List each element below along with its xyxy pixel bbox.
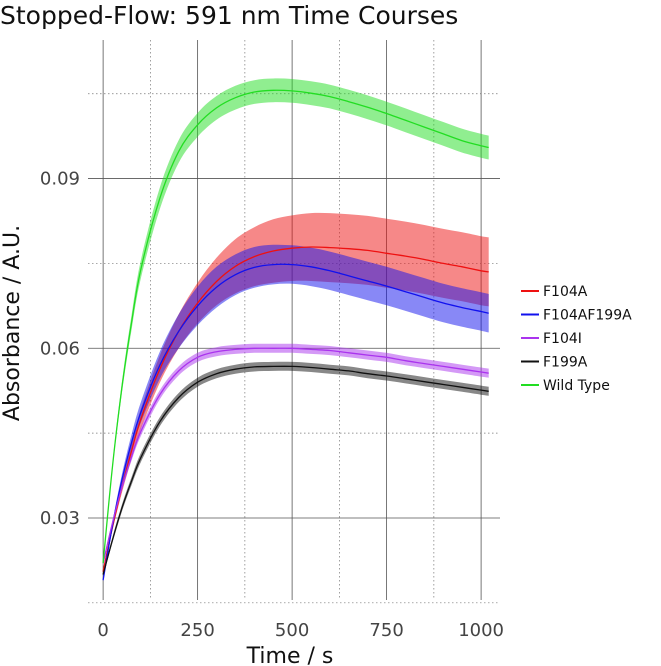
y-tick-label: 0.06	[40, 338, 80, 359]
y-axis-title: Absorbance / A.U.	[0, 225, 25, 421]
band-f104i	[103, 343, 489, 565]
line-f104i	[102, 347, 489, 564]
legend-item-wild-type: Wild Type	[521, 378, 610, 394]
legend-label: Wild Type	[543, 378, 610, 394]
x-tick-label: 250	[180, 620, 214, 641]
band-f104af199a	[103, 244, 489, 582]
band-wild-type	[103, 78, 489, 565]
line-f104af199a	[102, 263, 489, 581]
legend-item-f104a: F104A	[521, 284, 588, 300]
legend-item-f104af199a: F104AF199A	[521, 308, 632, 324]
x-axis-title: Time / s	[246, 644, 334, 666]
chart-title: Stopped-Flow: 591 nm Time Courses	[0, 1, 458, 30]
error-bands	[103, 78, 489, 582]
x-tick-label: 500	[275, 620, 309, 641]
x-tick-label: 0	[97, 620, 108, 641]
legend-item-f199a: F199A	[521, 355, 588, 371]
x-tick-label: 1000	[458, 620, 504, 641]
legend-label: F104A	[543, 284, 588, 300]
legend-label: F199A	[543, 355, 588, 371]
legend: F104A F104AF199A F104I F199A Wild Type	[521, 284, 632, 394]
tick-labels: 0 250 500 750 1000 0.03 0.06 0.09	[40, 169, 504, 641]
series-lines	[102, 89, 489, 581]
y-tick-label: 0.09	[40, 169, 80, 190]
line-f199a	[102, 365, 489, 575]
y-tick-label: 0.03	[40, 508, 80, 529]
legend-label: F104AF199A	[543, 308, 632, 324]
x-tick-label: 750	[369, 620, 403, 641]
legend-label: F104I	[543, 331, 582, 347]
line-f104a	[102, 246, 489, 572]
line-wild-type	[102, 89, 489, 564]
band-f199a	[103, 361, 489, 577]
legend-item-f104i: F104I	[521, 331, 582, 347]
